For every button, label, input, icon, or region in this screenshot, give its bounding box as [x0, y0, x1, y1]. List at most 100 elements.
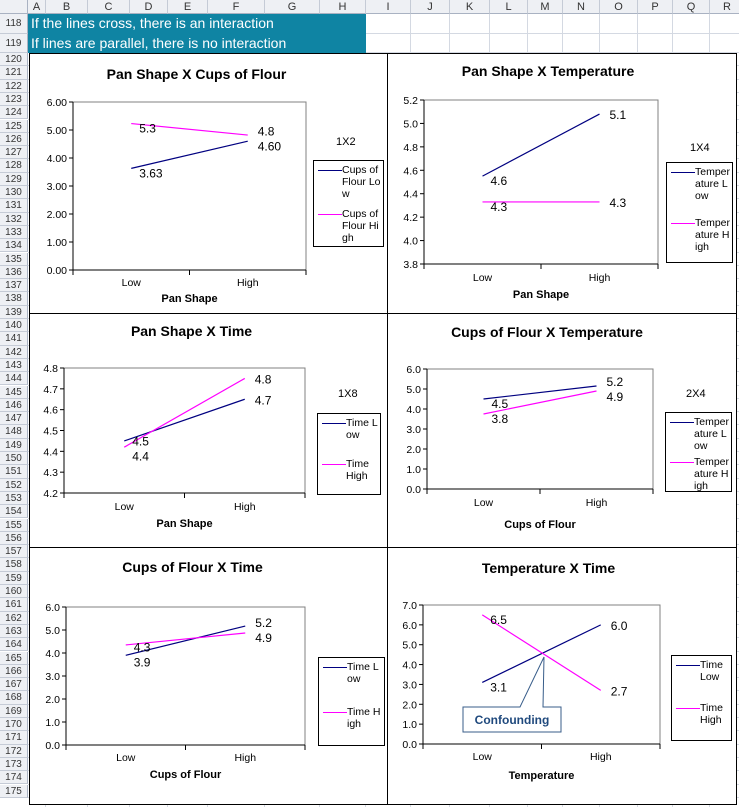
row-header-152[interactable]: 152: [0, 478, 28, 492]
row-header-129[interactable]: 129: [0, 172, 28, 186]
legend-item[interactable]: Time Low: [323, 661, 382, 685]
legend-item[interactable]: Time Low: [676, 659, 729, 683]
row-header-160[interactable]: 160: [0, 585, 28, 599]
series-line-2[interactable]: [481, 614, 602, 691]
series-line-1[interactable]: [131, 140, 248, 169]
column-header-M[interactable]: M: [528, 0, 563, 14]
legend[interactable]: Temperature Low Temperature High: [666, 162, 733, 263]
legend-item[interactable]: Temperature Low: [670, 416, 729, 452]
row-header-141[interactable]: 141: [0, 332, 28, 346]
row-header-121[interactable]: 121: [0, 66, 28, 80]
chart-6[interactable]: Temperature X Time 0.0 1.0 2.0 3.0 4.0 5.0 6.0 7…: [388, 548, 736, 804]
column-header-C[interactable]: C: [88, 0, 130, 14]
column-header-K[interactable]: K: [450, 0, 490, 14]
row-header-130[interactable]: 130: [0, 186, 28, 200]
row-header-133[interactable]: 133: [0, 225, 28, 240]
row-header-173[interactable]: 173: [0, 757, 28, 772]
row-header-169[interactable]: 169: [0, 704, 28, 718]
row-header-175[interactable]: 175: [0, 784, 28, 798]
series-line-1[interactable]: [482, 113, 600, 177]
row-header-139[interactable]: 139: [0, 305, 28, 319]
column-header-I[interactable]: I: [366, 0, 411, 14]
column-header-D[interactable]: D: [130, 0, 168, 14]
row-header-155[interactable]: 155: [0, 518, 28, 532]
row-header-148[interactable]: 148: [0, 425, 28, 439]
column-header-B[interactable]: B: [46, 0, 88, 14]
row-header-122[interactable]: 122: [0, 79, 28, 93]
row-header-136[interactable]: 136: [0, 265, 28, 280]
row-header-143[interactable]: 143: [0, 358, 28, 373]
series-line-1[interactable]: [481, 624, 602, 683]
instruction-banner[interactable]: If the lines cross, there is an interact…: [28, 14, 366, 53]
select-all-corner[interactable]: [0, 0, 28, 14]
chart-2[interactable]: Pan Shape X Temperature 3.8 4.0 4.2 4.4 4.6 4.…: [388, 54, 736, 313]
row-header-156[interactable]: 156: [0, 531, 28, 546]
row-header-127[interactable]: 127: [0, 146, 28, 160]
column-header-Q[interactable]: Q: [673, 0, 710, 14]
legend-item[interactable]: Time High: [676, 702, 729, 726]
legend[interactable]: Temperature Low Temperature High: [665, 412, 732, 492]
row-header-154[interactable]: 154: [0, 505, 28, 519]
column-header-F[interactable]: F: [208, 0, 265, 14]
legend-item[interactable]: Temperature High: [671, 217, 730, 253]
chart-1[interactable]: Pan Shape X Cups of Flour 0.00 1.00 2.00 3.0…: [30, 54, 387, 313]
row-header-163[interactable]: 163: [0, 624, 28, 639]
row-header-168[interactable]: 168: [0, 691, 28, 705]
legend-item[interactable]: Time Low: [322, 417, 378, 441]
row-header-140[interactable]: 140: [0, 319, 28, 333]
row-header-161[interactable]: 161: [0, 598, 28, 612]
column-header-G[interactable]: G: [265, 0, 320, 14]
row-header-147[interactable]: 147: [0, 412, 28, 426]
legend[interactable]: Cups of Flour Low Cups of Flour High: [313, 160, 384, 247]
row-header-158[interactable]: 158: [0, 558, 28, 572]
row-header-135[interactable]: 135: [0, 252, 28, 266]
row-header-123[interactable]: 123: [0, 92, 28, 107]
row-header-171[interactable]: 171: [0, 731, 28, 745]
row-header-138[interactable]: 138: [0, 292, 28, 306]
row-header-172[interactable]: 172: [0, 744, 28, 758]
legend[interactable]: Time Low Time High: [671, 655, 732, 741]
column-header-O[interactable]: O: [600, 0, 638, 14]
row-header-142[interactable]: 142: [0, 345, 28, 359]
row-header-153[interactable]: 153: [0, 491, 28, 506]
series-line-1[interactable]: [124, 398, 245, 442]
row-header-165[interactable]: 165: [0, 651, 28, 665]
series-line-2[interactable]: [123, 377, 246, 448]
row-header-125[interactable]: 125: [0, 119, 28, 133]
row-header-134[interactable]: 134: [0, 239, 28, 253]
column-header-J[interactable]: J: [411, 0, 450, 14]
row-header-120[interactable]: 120: [0, 53, 28, 67]
legend[interactable]: Time Low Time High: [317, 413, 381, 495]
row-header-146[interactable]: 146: [0, 398, 28, 413]
row-header-137[interactable]: 137: [0, 279, 28, 293]
column-header-L[interactable]: L: [490, 0, 528, 14]
chart-3[interactable]: Pan Shape X Time 4.2 4.3 4.4 4.5 4.6 4.7 4.8 Low…: [30, 314, 387, 547]
row-header-124[interactable]: 124: [0, 106, 28, 120]
series-line-2[interactable]: [131, 122, 248, 136]
column-header-A[interactable]: A: [28, 0, 46, 14]
row-header-119[interactable]: 119: [0, 34, 28, 53]
legend[interactable]: Time Low Time High: [318, 657, 385, 746]
row-header-166[interactable]: 166: [0, 664, 28, 679]
row-header-174[interactable]: 174: [0, 771, 28, 785]
row-header-164[interactable]: 164: [0, 638, 28, 652]
chart-4[interactable]: Cups of Flour X Temperature 0.0 1.0 2.0 3.0 4…: [388, 314, 736, 547]
series-line-2[interactable]: [483, 390, 597, 415]
row-header-118[interactable]: 118: [0, 14, 28, 34]
legend-item[interactable]: Cups of Flour Low: [318, 164, 381, 200]
row-header-131[interactable]: 131: [0, 199, 28, 213]
row-header-128[interactable]: 128: [0, 159, 28, 173]
row-header-149[interactable]: 149: [0, 438, 28, 452]
series-line-1[interactable]: [125, 625, 246, 656]
column-header-N[interactable]: N: [563, 0, 600, 14]
chart-5[interactable]: Cups of Flour X Time 0.0 1.0 2.0 3.0 4.0 5.0 6.…: [30, 548, 387, 804]
legend-item[interactable]: Time High: [322, 458, 378, 482]
row-header-145[interactable]: 145: [0, 385, 28, 399]
column-header-P[interactable]: P: [638, 0, 673, 14]
series-line-2[interactable]: [125, 632, 246, 646]
row-header-167[interactable]: 167: [0, 678, 28, 692]
row-header-126[interactable]: 126: [0, 132, 28, 147]
series-line-1[interactable]: [483, 385, 597, 400]
legend-item[interactable]: Time High: [323, 706, 382, 730]
row-header-144[interactable]: 144: [0, 372, 28, 386]
